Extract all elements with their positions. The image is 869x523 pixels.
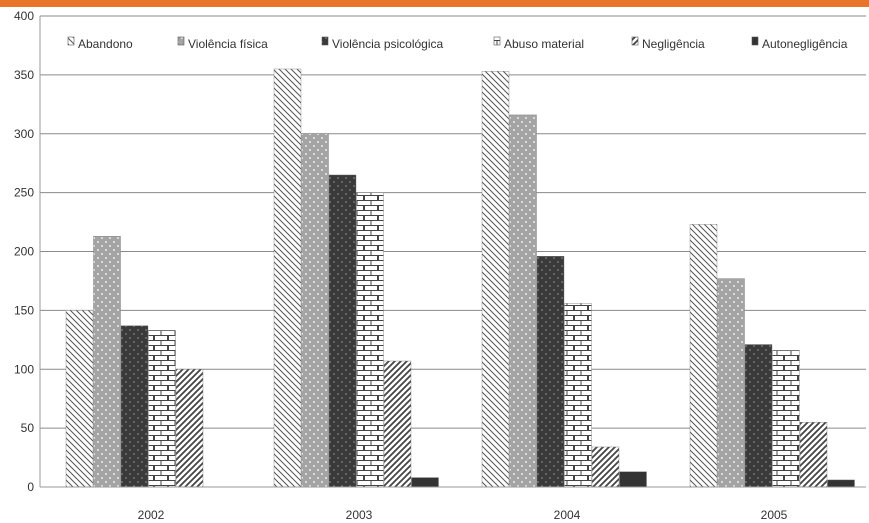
bar-2003-series-3 bbox=[356, 192, 384, 488]
bar-2005-series-1 bbox=[717, 278, 745, 488]
bar-2003-series-4 bbox=[383, 360, 412, 488]
bars bbox=[65, 68, 855, 488]
legend-swatch bbox=[177, 36, 185, 46]
bar-2005-series-2 bbox=[744, 344, 773, 488]
bar-2003-series-5 bbox=[411, 477, 439, 488]
y-tick-label: 50 bbox=[21, 421, 35, 435]
bar-2003-series-0 bbox=[273, 68, 302, 488]
bar-2004-series-3 bbox=[564, 303, 592, 488]
legend-swatch bbox=[321, 36, 329, 46]
bar-2005-series-4 bbox=[799, 422, 828, 488]
legend-swatch bbox=[67, 36, 75, 46]
bar-2002-series-2 bbox=[120, 325, 149, 488]
y-tick-label: 400 bbox=[14, 9, 34, 23]
bar-2004-series-4 bbox=[591, 446, 620, 488]
bar-2005-series-0 bbox=[689, 224, 718, 488]
legend-label: Violência física bbox=[188, 37, 268, 51]
x-tick-label: 2003 bbox=[346, 508, 373, 522]
legend-swatch bbox=[631, 36, 639, 46]
bar-2003-series-2 bbox=[328, 174, 357, 488]
bar-2004-series-1 bbox=[509, 114, 537, 488]
legend-label: Abandono bbox=[78, 37, 133, 51]
bar-2002-series-4 bbox=[175, 369, 204, 488]
legend-label: Violência psicológica bbox=[332, 37, 444, 51]
x-tick-label: 2005 bbox=[761, 508, 788, 522]
bar-2002-series-1 bbox=[93, 235, 121, 488]
bar-2005-series-3 bbox=[772, 350, 800, 488]
y-axis-tick-labels: 0 50 100 150 200 250 300 350 400 bbox=[14, 9, 34, 494]
y-tick-label: 200 bbox=[14, 245, 34, 259]
x-axis-tick-labels: 2002 2003 2004 2005 bbox=[138, 508, 788, 522]
bar-2005-series-5 bbox=[827, 479, 855, 488]
x-tick-label: 2002 bbox=[138, 508, 165, 522]
x-tick-label: 2004 bbox=[554, 508, 581, 522]
y-tick-label: 0 bbox=[27, 480, 34, 494]
bar-2004-series-2 bbox=[536, 256, 565, 488]
legend-swatch bbox=[493, 36, 501, 46]
legend-label: Abuso material bbox=[504, 37, 584, 51]
y-tick-label: 350 bbox=[14, 68, 34, 82]
y-tick-label: 100 bbox=[14, 362, 34, 376]
header-bar bbox=[0, 0, 869, 7]
y-tick-label: 300 bbox=[14, 127, 34, 141]
bar-2004-series-0 bbox=[481, 71, 510, 488]
bar-2002-series-3 bbox=[148, 330, 176, 488]
legend-label: Negligência bbox=[642, 37, 705, 51]
bar-2003-series-1 bbox=[301, 133, 329, 488]
legend-label: Autonegligência bbox=[762, 37, 848, 51]
bar-2002-series-0 bbox=[65, 310, 94, 488]
legend-swatch bbox=[751, 36, 759, 46]
y-tick-label: 150 bbox=[14, 303, 34, 317]
y-tick-label: 250 bbox=[14, 186, 34, 200]
legend: Abandono Violência física Violência psicol… bbox=[67, 36, 848, 51]
bar-2004-series-5 bbox=[619, 471, 647, 488]
